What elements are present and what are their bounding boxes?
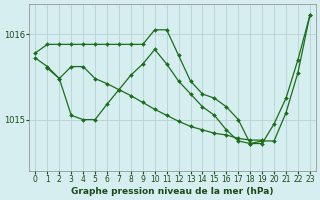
X-axis label: Graphe pression niveau de la mer (hPa): Graphe pression niveau de la mer (hPa) xyxy=(71,187,274,196)
